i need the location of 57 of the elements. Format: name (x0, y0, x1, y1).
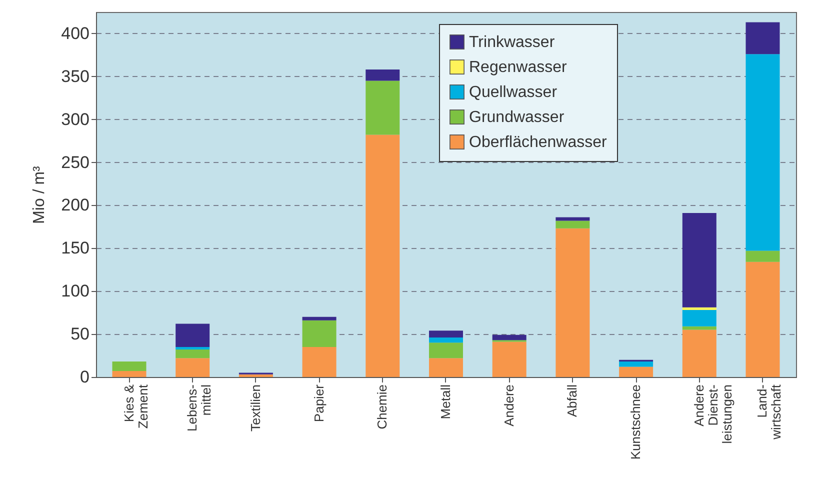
bar (176, 358, 210, 377)
bar (112, 370, 146, 377)
x-tick-label: Textilien (248, 384, 263, 432)
legend-label: Oberflächenwasser (469, 134, 608, 151)
y-tick-label: 50 (70, 324, 90, 344)
x-tick-label: Papier (311, 384, 326, 422)
x-tick-label: Kies & Zement (121, 384, 150, 429)
bar (682, 212, 716, 308)
bar (682, 330, 716, 377)
x-tick-label: Andere (501, 384, 516, 426)
y-tick-label: 0 (80, 368, 90, 386)
bar (366, 134, 400, 377)
bar (366, 80, 400, 135)
y-tick-label: 150 (61, 238, 90, 258)
x-tick-label: Chemie (374, 384, 390, 430)
bar (176, 324, 210, 347)
x-tick-label: Lebens- mittel (184, 384, 214, 432)
bar (556, 228, 590, 377)
bar (682, 307, 716, 310)
bar (429, 358, 463, 377)
bar (429, 342, 463, 358)
bar (238, 374, 273, 377)
y-tick-label: 350 (61, 66, 90, 86)
bar (429, 337, 463, 343)
bar (366, 70, 400, 81)
bar (492, 342, 526, 377)
legend-label: Quellwasser (469, 84, 558, 101)
y-tick-label: 200 (61, 196, 90, 215)
bar (619, 362, 654, 367)
bar (302, 346, 336, 377)
bar (746, 262, 780, 377)
bar (302, 316, 336, 320)
bar (176, 346, 210, 350)
y-axis-title: Mio / m³ (31, 165, 48, 224)
bar (682, 326, 716, 330)
bar (556, 220, 590, 228)
x-tick-label: Andere Dienst- leistungen (691, 384, 734, 444)
y-tick-label: 250 (61, 152, 90, 172)
bar (176, 350, 210, 358)
bar (746, 54, 780, 251)
legend-label: Grundwasser (469, 109, 565, 126)
x-tick-label: Abfall (564, 384, 580, 418)
bar (746, 250, 780, 262)
y-tick-label: 100 (61, 282, 90, 301)
bar (619, 366, 654, 377)
bar (302, 320, 336, 347)
x-tick-label: Metall (438, 384, 453, 420)
bar (429, 330, 463, 338)
y-tick-label: 400 (61, 24, 90, 43)
legend-label: Regenwasser (469, 59, 568, 76)
bar (746, 22, 780, 54)
legend-label: Trinkwasser (469, 34, 556, 51)
bar (112, 362, 146, 371)
y-tick-label: 300 (61, 110, 90, 129)
x-tick-label: Kunstschnee (628, 384, 644, 460)
bar (492, 334, 526, 340)
bar (682, 310, 716, 326)
